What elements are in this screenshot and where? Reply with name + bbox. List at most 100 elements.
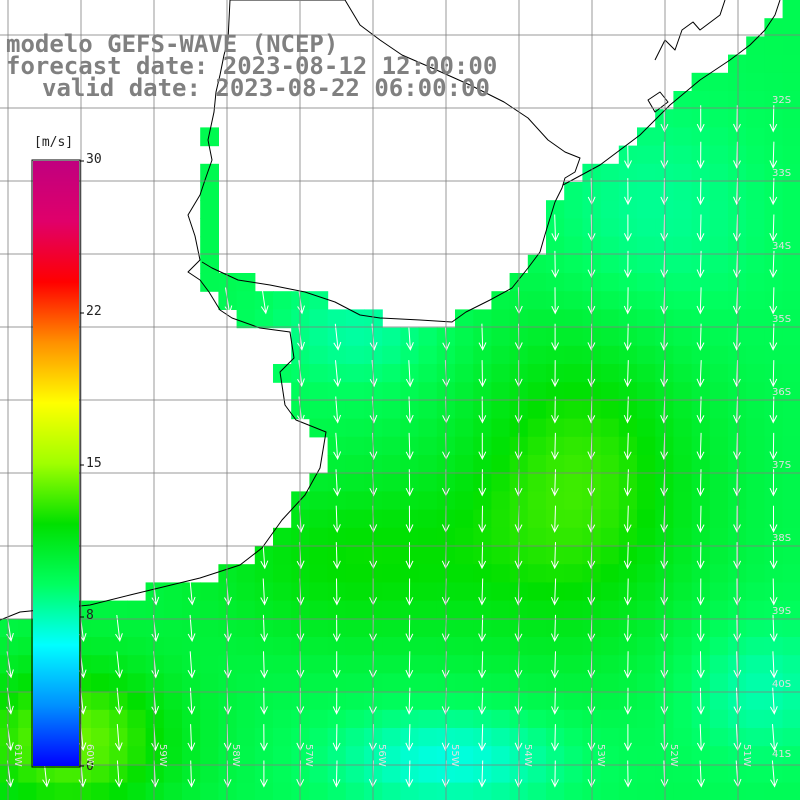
wind-speed-cell <box>200 273 219 292</box>
wind-speed-cell <box>145 746 165 765</box>
wind-speed-cell <box>400 345 420 365</box>
wind-arrow <box>333 432 342 461</box>
wind-speed-cell <box>455 691 474 711</box>
wind-arrow <box>623 724 632 752</box>
wind-speed-cell <box>291 673 310 693</box>
wind-speed-cell <box>600 291 620 310</box>
wind-speed-cell <box>691 746 711 765</box>
wind-speed-cell <box>746 400 765 420</box>
wind-speed-cell <box>600 345 620 365</box>
wind-arrow <box>623 323 632 351</box>
wind-arrow <box>696 105 705 133</box>
wind-speed-cell <box>382 673 401 693</box>
wind-speed-cell <box>345 455 365 474</box>
wind-speed-cell <box>254 564 274 583</box>
wind-speed-cell <box>163 618 183 638</box>
wind-speed-cell <box>0 637 19 656</box>
wind-speed-cell <box>564 273 583 292</box>
wind-speed-cell <box>564 254 583 274</box>
wind-speed-cell <box>600 400 620 420</box>
wind-speed-cell <box>782 418 800 438</box>
wind-speed-cell <box>236 746 256 765</box>
wind-speed-cell <box>473 637 492 656</box>
wind-speed-cell <box>728 746 747 765</box>
longitude-label: 51W <box>741 744 752 767</box>
valid-date: valid date: 2023-08-22 06:00:00 <box>42 74 490 102</box>
wind-speed-cell <box>782 473 800 492</box>
wind-speed-cell <box>728 673 747 693</box>
wind-speed-cell <box>491 709 511 729</box>
wind-speed-cell <box>673 109 693 128</box>
wind-speed-cell <box>673 491 693 511</box>
wind-speed-cell <box>127 709 147 729</box>
wind-speed-cell <box>709 618 729 638</box>
wind-speed-cell <box>527 655 547 674</box>
wind-speed-cell <box>618 200 638 219</box>
wind-speed-cell <box>782 127 800 147</box>
wind-speed-cell <box>400 382 420 401</box>
wind-speed-cell <box>309 546 329 565</box>
wind-speed-cell <box>600 673 620 693</box>
wind-arrow <box>405 469 414 497</box>
wind-speed-cell <box>455 509 474 529</box>
wind-speed-cell <box>673 254 693 274</box>
wind-speed-cell <box>546 527 565 547</box>
wind-speed-cell <box>418 418 438 438</box>
wind-speed-cell <box>309 527 329 547</box>
wind-speed-cell <box>327 455 347 474</box>
wind-speed-cell <box>236 764 256 784</box>
wind-speed-cell <box>327 382 347 401</box>
wind-speed-cell <box>564 400 583 420</box>
wind-speed-cell <box>491 691 511 711</box>
wind-speed-cell <box>673 782 693 800</box>
wind-speed-cell <box>637 473 656 492</box>
wind-speed-cell <box>546 600 565 620</box>
wind-speed-cell <box>309 764 329 784</box>
wind-arrow <box>260 287 269 315</box>
wind-speed-cell <box>345 473 365 492</box>
wind-speed-cell <box>382 382 401 401</box>
wind-speed-cell <box>782 582 800 602</box>
wind-speed-cell <box>673 364 693 383</box>
wind-speed-cell <box>418 327 438 347</box>
wind-speed-cell <box>345 491 365 511</box>
wind-speed-cell <box>618 418 638 438</box>
wind-speed-cell <box>618 564 638 583</box>
wind-speed-cell <box>473 527 492 547</box>
wind-speed-cell <box>637 400 656 420</box>
wind-arrow <box>333 505 341 533</box>
wind-speed-cell <box>418 746 438 765</box>
wind-speed-cell <box>382 582 401 602</box>
wind-speed-cell <box>709 200 729 219</box>
wind-arrow <box>187 651 196 679</box>
wind-arrow <box>696 250 705 279</box>
wind-speed-cell <box>673 473 693 492</box>
wind-arrow <box>405 578 414 606</box>
wind-speed-cell <box>709 236 729 256</box>
wind-speed-cell <box>709 655 729 674</box>
wind-arrow <box>623 651 632 679</box>
wind-speed-cell <box>527 327 547 347</box>
wind-speed-cell <box>491 491 511 511</box>
wind-arrow <box>769 250 778 279</box>
model-title: modelo GEFS-WAVE (NCEP) <box>6 30 339 58</box>
wind-speed-cell <box>782 637 800 656</box>
wind-speed-cell <box>91 709 110 729</box>
wind-arrow <box>732 360 741 388</box>
wind-speed-cell <box>746 637 765 656</box>
wind-speed-cell <box>673 291 693 310</box>
wind-arrow <box>732 250 741 279</box>
wind-speed-cell <box>709 218 729 238</box>
wind-speed-cell <box>782 728 800 747</box>
wind-speed-cell <box>709 364 729 383</box>
wind-speed-cell <box>91 637 110 656</box>
wind-speed-cell <box>218 637 238 656</box>
wind-speed-cell <box>782 291 800 310</box>
wind-speed-cell <box>327 345 347 365</box>
wind-speed-cell <box>673 382 693 401</box>
wind-arrow <box>623 505 632 533</box>
wind-speed-cell <box>345 436 365 456</box>
wind-speed-cell <box>600 254 620 274</box>
wind-speed-cell <box>764 746 784 765</box>
wind-speed-cell <box>546 418 565 438</box>
